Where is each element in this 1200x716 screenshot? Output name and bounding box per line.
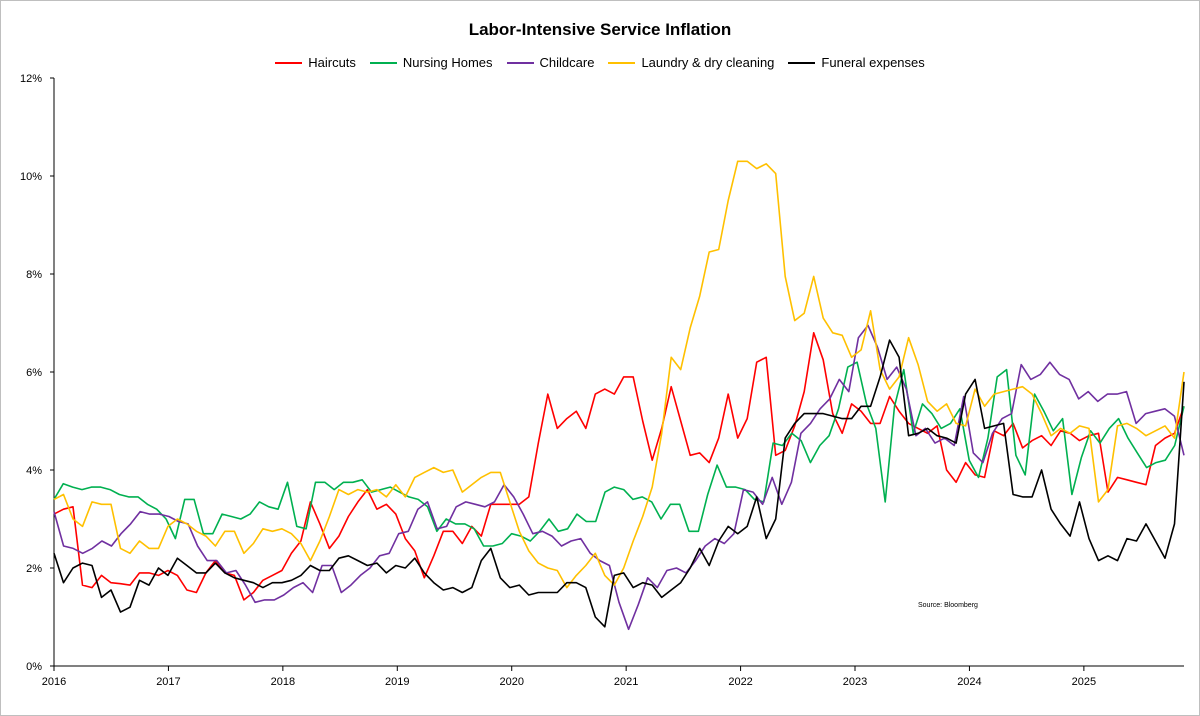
y-tick-label: 10% <box>20 171 42 183</box>
x-tick-label: 2018 <box>271 676 295 688</box>
chart-title: Labor-Intensive Service Inflation <box>468 20 732 39</box>
legend-item: Haircuts <box>275 55 356 70</box>
y-tick-label: 6% <box>26 367 42 379</box>
x-tick-label: 2020 <box>499 676 523 688</box>
series-line-haircuts <box>53 331 1185 601</box>
legend-label: Nursing Homes <box>402 55 493 70</box>
x-tick-label: 2017 <box>156 676 180 688</box>
series-line-childcare <box>53 324 1185 631</box>
chart-legend: Haircuts Nursing Homes Childcare Laundry & … <box>0 55 1200 70</box>
y-tick-label: 8% <box>26 269 42 281</box>
legend-swatch <box>788 61 816 64</box>
series-line-nursing-homes <box>53 361 1185 547</box>
legend-swatch <box>369 61 397 64</box>
legend-label: Laundry & dry cleaning <box>641 55 775 70</box>
legend-item: Laundry & dry cleaning <box>608 55 774 70</box>
y-tick-label: 12% <box>20 73 42 85</box>
legend-swatch <box>506 61 534 64</box>
series-line-laundry-dry-cleaning <box>53 160 1185 589</box>
x-tick-label: 2022 <box>728 676 752 688</box>
x-tick-label: 2023 <box>843 676 867 688</box>
y-tick-label: 4% <box>26 465 42 477</box>
x-tick-label: 2024 <box>957 676 981 688</box>
legend-label: Funeral expenses <box>821 55 925 70</box>
source-note: Source: Bloomberg <box>918 602 978 609</box>
y-tick-label: 2% <box>26 563 42 575</box>
x-tick-label: 2021 <box>614 676 638 688</box>
legend-swatch <box>608 61 636 64</box>
legend-label: Childcare <box>539 55 595 70</box>
legend-item: Nursing Homes <box>369 55 493 70</box>
legend-item: Funeral expenses <box>788 55 925 70</box>
x-tick-label: 2016 <box>42 676 66 688</box>
x-tick-label: 2019 <box>385 676 409 688</box>
legend-swatch <box>275 61 303 64</box>
legend-label: Haircuts <box>308 55 356 70</box>
series-line-funeral-expenses <box>53 339 1185 628</box>
y-tick-label: 0% <box>26 661 42 673</box>
x-tick-label: 2025 <box>1072 676 1096 688</box>
legend-item: Childcare <box>506 55 595 70</box>
